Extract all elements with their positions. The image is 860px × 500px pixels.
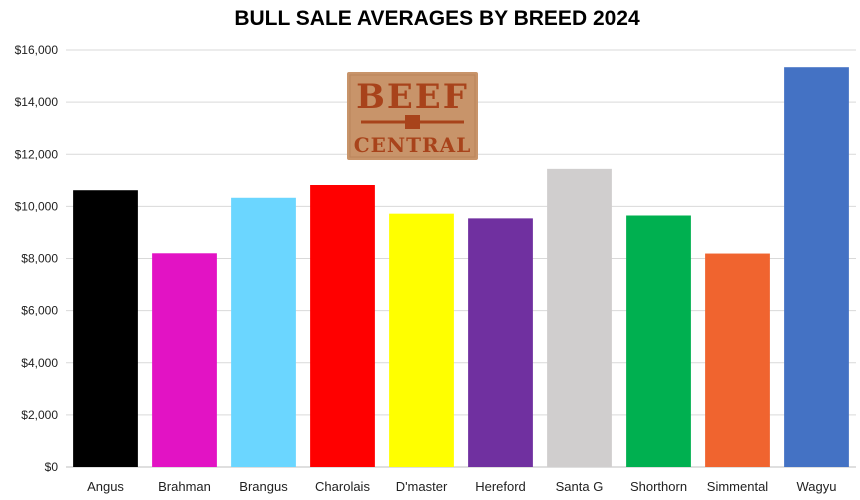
bar-wagyu	[784, 67, 849, 468]
y-tick-label: $10,000	[15, 199, 59, 213]
x-tick-label: Santa G	[556, 479, 604, 494]
bars	[73, 67, 849, 468]
bar-shorthorn	[626, 215, 691, 467]
x-tick-label: Brahman	[158, 479, 211, 494]
y-tick-label: $8,000	[21, 252, 58, 266]
x-tick-label: D'master	[396, 479, 448, 494]
x-tick-label: Hereford	[475, 479, 526, 494]
x-axis-category-labels: Angus Brahman Brangus Charolais D'master Here…	[87, 479, 836, 494]
beef-central-logo: BEEF CENTRAL	[347, 72, 478, 160]
x-tick-label: Wagyu	[797, 479, 837, 494]
bar-charolais	[310, 185, 375, 467]
x-tick-label: Simmental	[707, 479, 769, 494]
logo-line2: CENTRAL	[354, 133, 472, 157]
y-tick-label: $16,000	[15, 43, 59, 57]
x-tick-label: Angus	[87, 479, 124, 494]
x-tick-label: Brangus	[239, 479, 288, 494]
y-axis-tick-labels: $0 $2,000 $4,000 $6,000 $8,000 $10,000 $12,000…	[15, 43, 59, 474]
bar-d-master	[389, 213, 454, 467]
bar-brahman	[152, 253, 217, 467]
x-tick-label: Charolais	[315, 479, 370, 494]
logo-line1: BEEF	[356, 77, 469, 117]
bar-hereford	[468, 218, 533, 467]
y-tick-label: $12,000	[15, 147, 59, 161]
chart-title: BULL SALE AVERAGES BY BREED 2024	[234, 7, 640, 30]
bar-brangus	[231, 197, 296, 468]
logo-divider-icon	[361, 115, 464, 129]
bar-simmental	[705, 253, 770, 467]
y-tick-label: $2,000	[21, 408, 58, 422]
y-tick-label: $6,000	[21, 304, 58, 318]
logo-texture	[349, 74, 476, 158]
y-tick-label: $4,000	[21, 356, 58, 370]
y-tick-label: $14,000	[15, 95, 59, 109]
bar-santa-g	[547, 168, 612, 467]
y-tick-label: $0	[45, 460, 59, 474]
x-tick-label: Shorthorn	[630, 479, 687, 494]
bar-angus	[73, 190, 138, 467]
